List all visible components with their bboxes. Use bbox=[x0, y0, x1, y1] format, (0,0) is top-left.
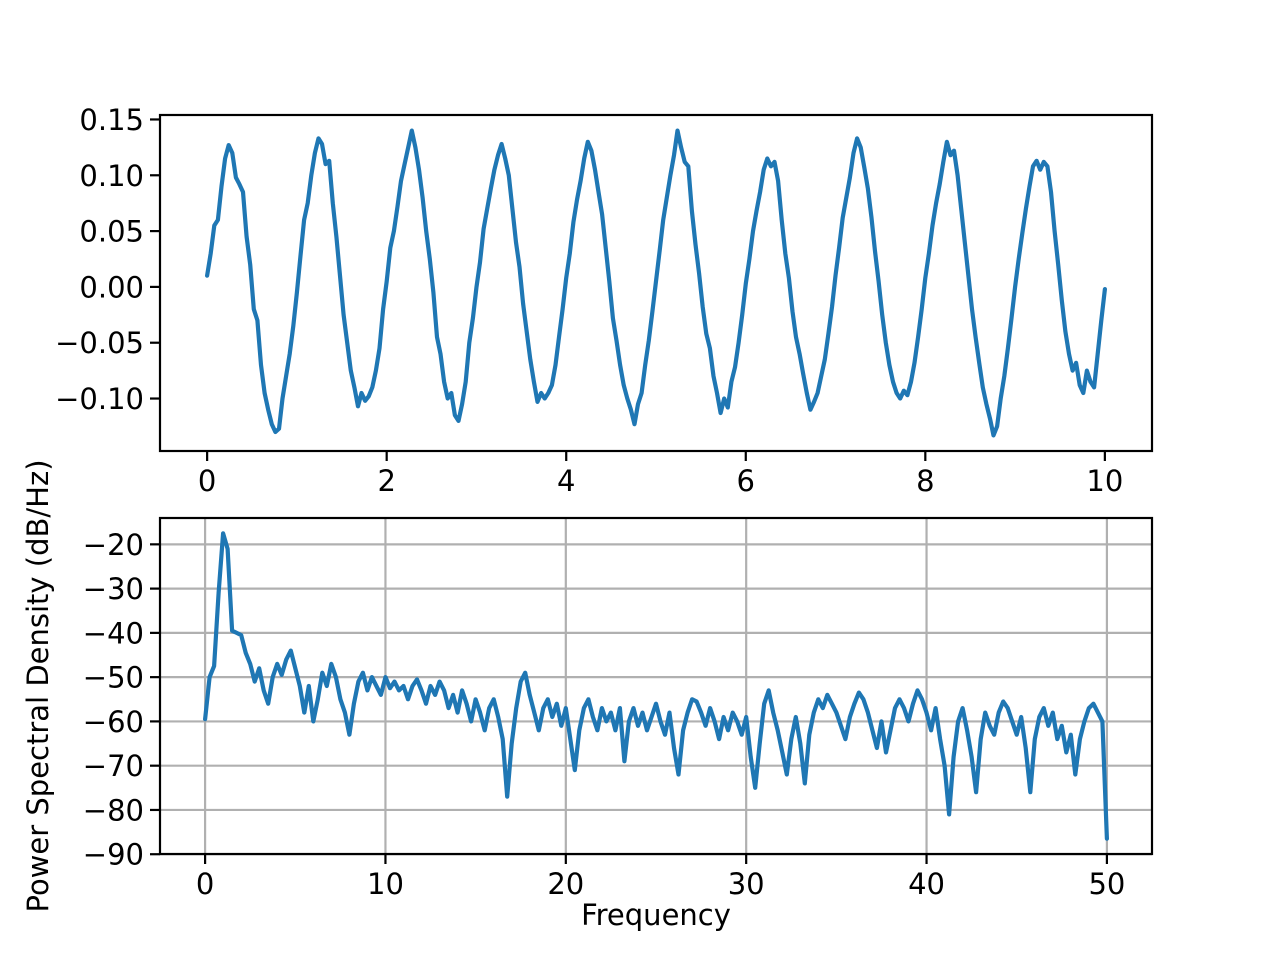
y-tick-label: −60 bbox=[83, 705, 144, 739]
power-spectral-density-line bbox=[203, 531, 1110, 841]
signal-time-series-line bbox=[205, 128, 1108, 438]
y-tick-label: −30 bbox=[83, 572, 144, 606]
x-tick-label: 2 bbox=[377, 464, 395, 498]
axes-spines bbox=[158, 113, 1154, 453]
x-tick-label: 10 bbox=[367, 867, 404, 901]
y-tick-label: −80 bbox=[83, 793, 144, 827]
y-tick-label: −70 bbox=[83, 749, 144, 783]
y-tick-label: −0.05 bbox=[55, 326, 144, 360]
axes-spines bbox=[158, 516, 1154, 856]
x-tick-label: 50 bbox=[1088, 867, 1125, 901]
y-tick-label: 0.15 bbox=[79, 103, 144, 137]
x-tick-label: 0 bbox=[196, 867, 214, 901]
y-tick-label: 0.00 bbox=[79, 270, 144, 304]
x-tick-label: 10 bbox=[1086, 464, 1123, 498]
x-tick-label: 6 bbox=[737, 464, 755, 498]
x-tick-label: 8 bbox=[916, 464, 934, 498]
x-tick-label: 40 bbox=[908, 867, 945, 901]
x-tick-label: 30 bbox=[728, 867, 765, 901]
y-tick-label: 0.05 bbox=[79, 215, 144, 249]
x-tick-label: 0 bbox=[198, 464, 216, 498]
y-tick-label: −90 bbox=[83, 838, 144, 872]
x-tick-label: 20 bbox=[547, 867, 584, 901]
y-tick-label: −0.10 bbox=[55, 382, 144, 416]
y-tick-label: −50 bbox=[83, 661, 144, 695]
y-tick-label: −20 bbox=[83, 528, 144, 562]
x-axis-label: Frequency bbox=[581, 898, 731, 932]
x-tick-label: 4 bbox=[557, 464, 575, 498]
y-tick-label: 0.10 bbox=[79, 159, 144, 193]
y-tick-label: −40 bbox=[83, 616, 144, 650]
y-axis-label: Power Spectral Density (dB/Hz) bbox=[21, 459, 55, 912]
